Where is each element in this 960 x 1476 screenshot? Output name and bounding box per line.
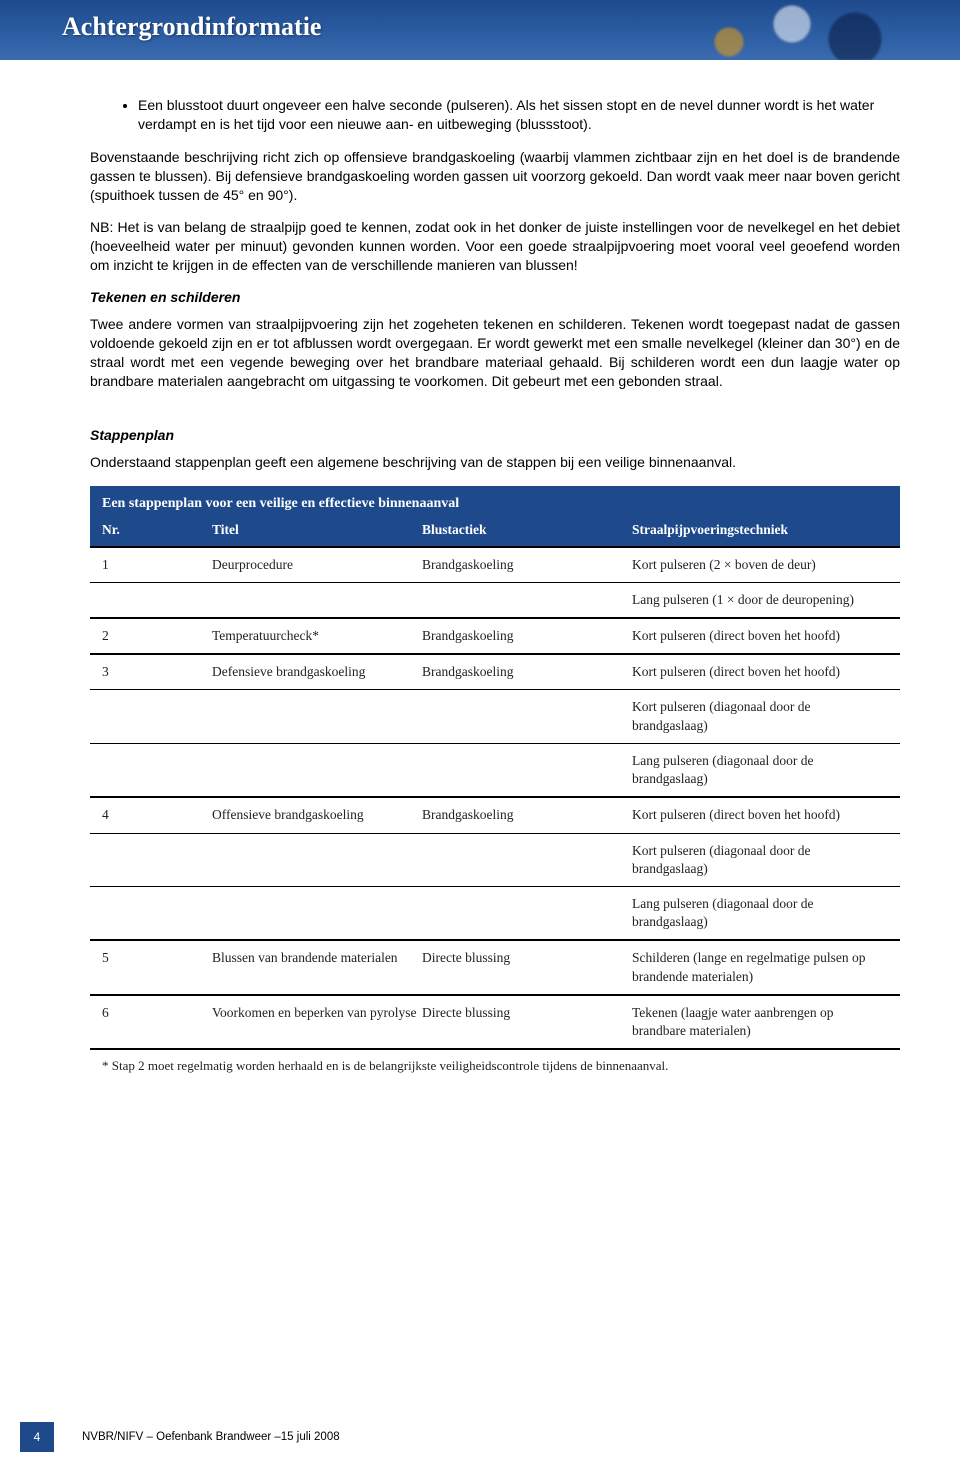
cell-nr [102,842,212,878]
page-number-badge: 4 [20,1422,54,1452]
cell-techniek: Schilderen (lange en regelmatige pulsen … [632,949,888,985]
cell-nr [102,591,212,609]
table-subrow: Kort pulseren (diagonaal door de brandga… [90,833,900,886]
table-body: 1DeurprocedureBrandgaskoelingKort pulser… [90,546,900,1049]
table-subrow: Lang pulseren (diagonaal door de brandga… [90,886,900,939]
cell-tactiek: Directe blussing [422,949,632,985]
cell-titel: Offensieve brandgaskoeling [212,806,422,824]
cell-titel: Defensieve brandgaskoeling [212,663,422,681]
header-banner: Achtergrondinformatie [0,0,960,60]
cell-nr: 2 [102,627,212,645]
table-row: 5Blussen van brandende materialenDirecte… [90,939,900,993]
cell-techniek: Lang pulseren (1 × door de deuropening) [632,591,888,609]
cell-titel: Blussen van brandende materialen [212,949,422,985]
cell-techniek: Kort pulseren (diagonaal door de brandga… [632,698,888,734]
cell-nr: 6 [102,1004,212,1040]
table-row: 2Temperatuurcheck*BrandgaskoelingKort pu… [90,617,900,653]
cell-titel: Temperatuurcheck* [212,627,422,645]
section-heading-tekenen: Tekenen en schilderen [90,289,900,305]
table-row: 3Defensieve brandgaskoelingBrandgaskoeli… [90,653,900,689]
cell-nr: 3 [102,663,212,681]
cell-nr: 1 [102,556,212,574]
cell-titel [212,842,422,878]
table-footnote: * Stap 2 moet regelmatig worden herhaald… [90,1048,900,1082]
th-tactiek: Blustactiek [422,522,632,538]
cell-tactiek: Brandgaskoeling [422,556,632,574]
cell-tactiek: Brandgaskoeling [422,627,632,645]
cell-titel [212,895,422,931]
bullet-item: Een blusstoot duurt ongeveer een halve s… [138,96,900,134]
cell-tactiek [422,591,632,609]
cell-titel: Voorkomen en beperken van pyrolyse [212,1004,422,1040]
page-footer: 4 NVBR/NIFV – Oefenbank Brandweer –15 ju… [0,1422,340,1452]
cell-techniek: Kort pulseren (2 × boven de deur) [632,556,888,574]
cell-tactiek: Brandgaskoeling [422,806,632,824]
cell-techniek: Kort pulseren (direct boven het hoofd) [632,806,888,824]
cell-techniek: Tekenen (laagje water aanbrengen op bran… [632,1004,888,1040]
table-row: 6Voorkomen en beperken van pyrolyseDirec… [90,994,900,1048]
cell-tactiek [422,895,632,931]
cell-tactiek [422,752,632,788]
cell-titel [212,752,422,788]
cell-titel: Deurprocedure [212,556,422,574]
cell-techniek: Kort pulseren (direct boven het hoofd) [632,663,888,681]
cell-titel [212,591,422,609]
section-body-tekenen: Twee andere vormen van straalpijpvoering… [90,315,900,391]
table-row: 4Offensieve brandgaskoelingBrandgaskoeli… [90,796,900,832]
th-techniek: Straalpijpvoeringstechniek [632,522,888,538]
paragraph-2: NB: Het is van belang de straalpijp goed… [90,218,900,275]
cell-techniek: Kort pulseren (direct boven het hoofd) [632,627,888,645]
cell-nr [102,895,212,931]
cell-techniek: Lang pulseren (diagonaal door de brandga… [632,752,888,788]
table-subrow: Lang pulseren (1 × door de deuropening) [90,582,900,617]
footer-text: NVBR/NIFV – Oefenbank Brandweer –15 juli… [82,1431,340,1443]
cell-nr: 5 [102,949,212,985]
page-title: Achtergrondinformatie [62,12,321,42]
cell-tactiek [422,698,632,734]
step-table: Een stappenplan voor een veilige en effe… [90,486,900,1083]
bullet-list: Een blusstoot duurt ongeveer een halve s… [90,96,900,134]
content-area: Een blusstoot duurt ongeveer een halve s… [0,60,960,1082]
th-nr: Nr. [102,522,212,538]
paragraph-1: Bovenstaande beschrijving richt zich op … [90,148,900,205]
table-header: Een stappenplan voor een veilige en effe… [90,486,900,546]
cell-titel [212,698,422,734]
cell-techniek: Kort pulseren (diagonaal door de brandga… [632,842,888,878]
cell-tactiek: Directe blussing [422,1004,632,1040]
cell-nr [102,752,212,788]
section-body-stappenplan: Onderstaand stappenplan geeft een algeme… [90,453,900,472]
table-subrow: Kort pulseren (diagonaal door de brandga… [90,689,900,742]
cell-nr [102,698,212,734]
cell-tactiek: Brandgaskoeling [422,663,632,681]
table-caption: Een stappenplan voor een veilige en effe… [102,496,888,512]
table-subrow: Lang pulseren (diagonaal door de brandga… [90,743,900,796]
section-heading-stappenplan: Stappenplan [90,427,900,443]
table-row: 1DeurprocedureBrandgaskoelingKort pulser… [90,546,900,582]
cell-tactiek [422,842,632,878]
cell-nr: 4 [102,806,212,824]
cell-techniek: Lang pulseren (diagonaal door de brandga… [632,895,888,931]
th-titel: Titel [212,522,422,538]
